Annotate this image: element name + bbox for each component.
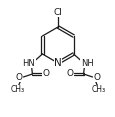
Text: O: O — [16, 73, 23, 82]
Text: NH: NH — [80, 58, 93, 68]
Text: Cl: Cl — [53, 8, 62, 17]
Text: HN: HN — [22, 58, 35, 68]
Text: CH₃: CH₃ — [10, 86, 24, 95]
Text: N: N — [54, 58, 61, 68]
Text: CH₃: CH₃ — [91, 86, 105, 95]
Text: O: O — [43, 69, 49, 79]
Text: O: O — [66, 69, 72, 79]
Text: O: O — [92, 73, 99, 82]
